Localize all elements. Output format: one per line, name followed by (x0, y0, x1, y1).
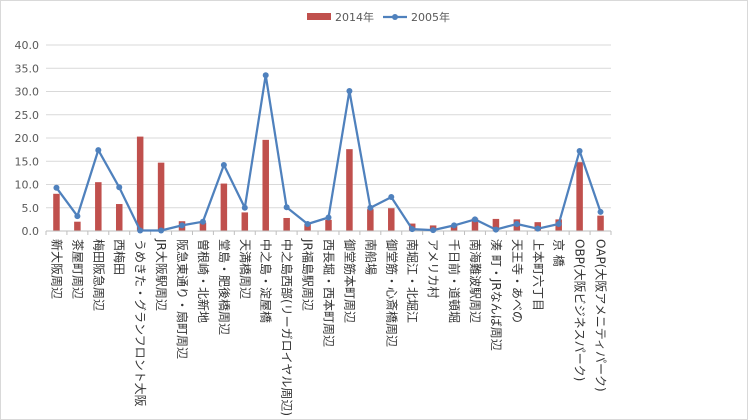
point-2005 (53, 184, 60, 191)
x-axis (45, 230, 612, 235)
point-2005 (199, 218, 206, 225)
bar-2014 (576, 162, 583, 231)
category-labels: 新大阪周辺 茶屋町周辺 梅田阪急周辺 西梅田 うめきた・グランフロント大阪 JR大阪駅周辺… (49, 238, 607, 416)
bar-2014 (136, 136, 144, 231)
category-label: 南堀江・北堀江 (405, 239, 420, 323)
category-label: 湊 町・JRなんば周辺 (489, 239, 503, 351)
y-tick-label: 5.0 (22, 202, 40, 215)
legend: 2014年 2005年 (307, 10, 450, 24)
bar-2014 (346, 149, 353, 231)
category-label: 西長堀・西本町周辺 (322, 239, 337, 347)
bar-2014 (199, 222, 207, 231)
point-2005 (179, 222, 186, 229)
y-tick-label: 0.0 (22, 225, 40, 238)
point-2005 (241, 204, 248, 211)
category-label: OAP(大阪アメニティパーク) (594, 239, 608, 392)
point-2005 (388, 194, 395, 201)
line-series (53, 72, 604, 234)
bar-2014 (157, 162, 165, 231)
category-label: 天満橋周辺 (238, 239, 252, 299)
category-label: 御堂筋・心斎橋周辺 (384, 239, 399, 347)
category-label: 中之島西部(リーガロイヤル周辺) (280, 239, 295, 416)
category-label: JR福島駅周辺 (301, 238, 316, 311)
y-tick-label: 35.0 (15, 62, 40, 75)
legend-marker-2005 (392, 14, 398, 20)
bar-2014 (95, 182, 102, 231)
point-2005 (367, 204, 374, 211)
category-label: 梅田阪急周辺 (91, 239, 106, 311)
category-label: 曽根崎・北新地 (196, 239, 211, 323)
category-label: うめきた・グランフロント大阪 (133, 239, 147, 407)
bar-2014 (388, 208, 395, 231)
y-axis-ticks: 0.0 5.0 10.0 15.0 20.0 25.0 30.0 35.0 40.0 (15, 39, 40, 238)
bar-2014 (74, 221, 81, 231)
point-2005 (471, 216, 478, 223)
point-2005 (262, 72, 269, 79)
bar-2014 (304, 224, 311, 231)
point-2005 (576, 148, 583, 155)
point-2005 (513, 221, 520, 228)
point-2005 (220, 161, 227, 168)
bar-2014 (492, 218, 500, 231)
category-label: 御堂筋本町周辺 (342, 239, 357, 323)
point-2005 (137, 227, 144, 234)
category-label: 西梅田 (112, 239, 127, 275)
category-label: 上本町六丁目 (531, 239, 545, 311)
point-2005 (283, 204, 290, 211)
y-tick-label: 30.0 (15, 86, 40, 99)
bar-2014 (471, 218, 479, 231)
category-label: 天王寺・あべの (510, 239, 524, 323)
point-2005 (534, 225, 541, 232)
bar-2014 (597, 215, 604, 231)
gridlines (46, 44, 611, 209)
point-2005 (597, 208, 604, 215)
point-2005 (158, 227, 165, 234)
point-2005 (409, 226, 416, 233)
category-label: 阪急東通り・扇町周辺 (175, 239, 190, 359)
category-label: 茶屋町周辺 (70, 239, 85, 299)
y-tick-label: 20.0 (15, 132, 40, 145)
point-2005 (74, 213, 81, 220)
category-label: 京 橋 (552, 239, 566, 267)
category-label: OBP(大阪ビジネスパーク) (573, 239, 587, 381)
legend-label-2014: 2014年 (335, 10, 374, 24)
category-label: 中之島・淀屋橋 (259, 239, 274, 323)
category-label: アメリカ村 (426, 239, 440, 298)
bar-2014 (262, 139, 269, 231)
y-tick-label: 40.0 (15, 39, 40, 52)
point-2005 (116, 184, 123, 191)
y-tick-label: 25.0 (15, 109, 40, 122)
legend-label-2005: 2005年 (411, 10, 450, 24)
category-label: 南海難波駅周辺 (468, 239, 483, 323)
point-2005 (492, 226, 499, 233)
bar-2014 (241, 212, 249, 231)
point-2005 (451, 222, 458, 229)
y-tick-label: 15.0 (15, 155, 40, 168)
point-2005 (346, 88, 353, 95)
point-2005 (325, 214, 332, 221)
bar-2014 (325, 219, 332, 231)
bar-2014 (283, 217, 290, 231)
point-2005 (430, 227, 437, 234)
category-label: JR大阪駅周辺 (154, 238, 168, 311)
category-label: 千日前・道頓堀 (447, 239, 462, 323)
bar-2014 (220, 183, 228, 231)
category-label: 新大阪周辺 (49, 239, 64, 299)
y-tick-label: 10.0 (15, 179, 40, 192)
category-label: 堂島・肥後橋周辺 (217, 239, 232, 335)
bar-2014 (367, 209, 374, 231)
legend-swatch-2014 (307, 13, 331, 20)
point-2005 (555, 221, 562, 228)
bar-2014 (115, 204, 123, 231)
point-2005 (304, 221, 311, 228)
bar-2014 (53, 193, 60, 231)
point-2005 (95, 147, 102, 154)
category-label: 南船場 (363, 239, 378, 275)
